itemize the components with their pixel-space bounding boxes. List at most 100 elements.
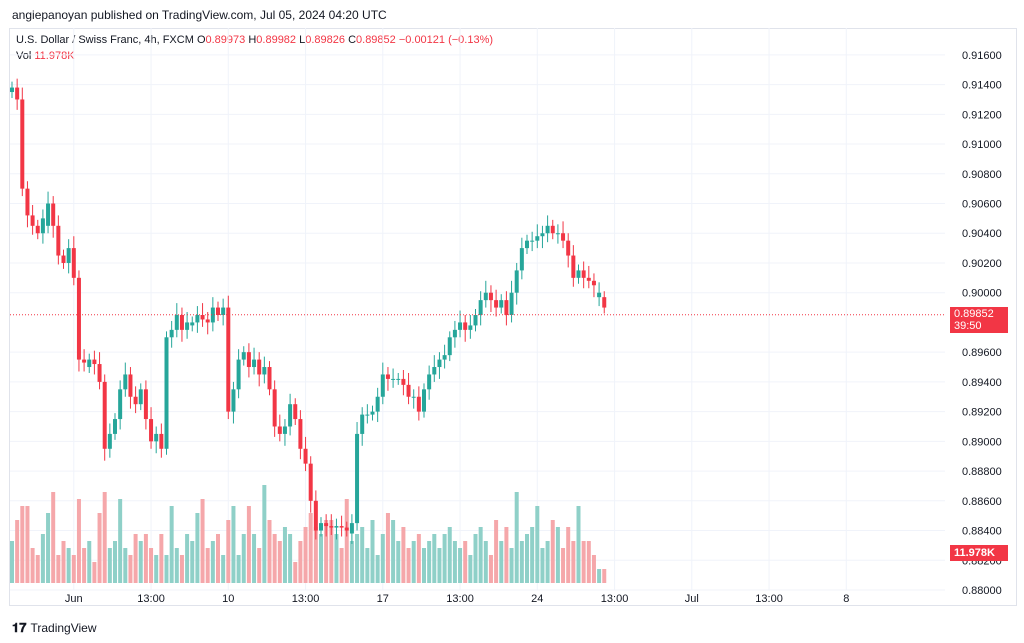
candle-body (344, 527, 349, 531)
candle-body (602, 297, 607, 308)
price-tick-label: 0.91400 (962, 80, 1002, 92)
candle-body (195, 315, 200, 323)
candle-body (246, 352, 251, 368)
volume-bar (396, 541, 401, 583)
candle-body (164, 337, 169, 449)
tradingview-logo-icon: 𝟏𝟕 (12, 620, 27, 635)
candle-body (349, 523, 354, 534)
candle-body (406, 384, 411, 397)
price-tick-label: 0.90200 (962, 258, 1002, 270)
volume-bar (349, 541, 354, 583)
symbol-label[interactable]: U.S. Dollar / Swiss Franc, 4h, FXCM (16, 34, 194, 46)
volume-label[interactable]: Vol (16, 50, 32, 62)
close-label: C (348, 34, 357, 46)
change-value: −0.00121 (−0.13%) (398, 34, 494, 46)
close-value: 0.89852 (356, 34, 396, 46)
candle-body (597, 292, 602, 298)
volume-bar (221, 555, 226, 583)
candle-body (118, 389, 123, 420)
low-label: L (299, 34, 306, 46)
volume-bar (174, 548, 179, 583)
volume-bar (216, 534, 220, 583)
volume-bars (10, 485, 607, 583)
volume-bar (468, 555, 473, 583)
footer-brand[interactable]: 𝟏𝟕 TradingView (12, 620, 97, 636)
candle-body (437, 359, 442, 368)
current-price: 0.89852 (954, 307, 994, 320)
volume-bar (267, 520, 272, 583)
volume-bar (82, 548, 87, 583)
low-value: 0.89826 (305, 34, 345, 46)
candle-body (257, 359, 262, 375)
volume-bar (169, 506, 174, 583)
candle-body (154, 433, 159, 442)
volume-bar (473, 534, 478, 583)
candle-body (303, 448, 308, 464)
candle-body (509, 292, 514, 315)
candle-body (566, 240, 571, 256)
volume-bar (530, 527, 535, 583)
publish-info: angiepanoyan published on TradingView.co… (12, 8, 387, 22)
volume-bar (262, 485, 267, 583)
price-tick-label: 0.90400 (962, 228, 1002, 240)
candle-body (226, 307, 231, 412)
volume-bar (432, 534, 437, 583)
candle-body (128, 374, 133, 397)
ohlc-legend: U.S. Dollar / Swiss Franc, 4h, FXCM O0.8… (16, 34, 493, 46)
volume-bar (571, 541, 576, 583)
volume-bar (422, 548, 426, 583)
price-tick-label: 0.88400 (962, 526, 1002, 538)
price-tick-label: 0.88600 (962, 496, 1002, 508)
volume-bar (25, 506, 30, 583)
volume-bar (509, 548, 514, 583)
volume-bar (329, 520, 334, 583)
open-value: 0.89973 (205, 34, 246, 46)
volume-bar (241, 534, 246, 583)
time-tick-label: 13:00 (755, 593, 783, 605)
candle-body (200, 315, 205, 320)
volume-bar (133, 534, 138, 583)
candle-body (179, 315, 184, 330)
chart-frame[interactable] (9, 28, 1017, 606)
candle-body (535, 236, 540, 241)
candle-body (334, 526, 339, 528)
candle-body (10, 87, 14, 93)
candle-body (442, 355, 447, 360)
candle-body (169, 329, 174, 338)
volume-bar (107, 548, 112, 583)
candle-body (488, 292, 493, 301)
volume-bar (416, 534, 421, 583)
candle-body (46, 203, 51, 226)
candle-body (87, 359, 92, 368)
candle-body (355, 433, 360, 524)
volume-bar (463, 541, 468, 583)
volume-bar (545, 541, 550, 583)
volume-bar (519, 541, 524, 583)
candle-body (185, 322, 190, 330)
volume-bar (319, 534, 323, 583)
candle-body (216, 307, 220, 315)
volume-bar (97, 513, 102, 583)
volume-bar (303, 527, 308, 583)
volume-bar (581, 541, 586, 583)
candle-body (586, 277, 591, 281)
candle-body (107, 433, 112, 449)
volume-bar (257, 548, 262, 583)
candle-body (262, 367, 267, 375)
candle-body (210, 307, 215, 323)
candle-body (458, 322, 463, 330)
candle-body (581, 270, 586, 278)
time-tick-label: 10 (222, 593, 234, 605)
time-tick-label: 13:00 (137, 593, 165, 605)
candle-body (519, 248, 524, 271)
volume-bar (20, 506, 25, 583)
volume-bar (51, 492, 56, 583)
volume-bar (406, 548, 411, 583)
candle-body (514, 270, 519, 293)
candle-body (113, 419, 117, 434)
brand-name: TradingView (30, 621, 97, 635)
volume-bar (355, 534, 360, 583)
candle-body (339, 526, 344, 528)
volume-bar (66, 548, 71, 583)
